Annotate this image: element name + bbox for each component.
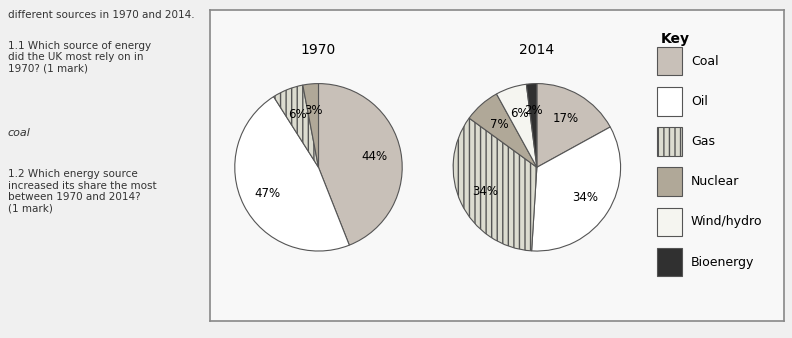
Text: 6%: 6% — [510, 107, 528, 120]
Text: Oil: Oil — [691, 95, 707, 108]
Text: 44%: 44% — [361, 150, 387, 163]
Text: Bioenergy: Bioenergy — [691, 256, 754, 269]
Text: 47%: 47% — [255, 187, 281, 200]
Text: Coal: Coal — [691, 54, 718, 68]
Text: Wind/hydro: Wind/hydro — [691, 215, 762, 228]
Bar — [657, 47, 682, 75]
Text: 6%: 6% — [288, 108, 307, 121]
Title: 1970: 1970 — [301, 43, 336, 57]
Bar — [657, 87, 682, 116]
Text: Key: Key — [661, 32, 690, 46]
Bar — [657, 248, 682, 276]
Text: 34%: 34% — [572, 191, 598, 204]
Wedge shape — [527, 83, 537, 167]
Text: 1.1 Which source of energy
did the UK most rely on in
1970? (1 mark): 1.1 Which source of energy did the UK mo… — [8, 41, 151, 74]
Text: Gas: Gas — [691, 135, 714, 148]
Text: 34%: 34% — [472, 185, 498, 198]
Wedge shape — [469, 94, 537, 167]
Text: Nuclear: Nuclear — [691, 175, 739, 188]
Bar — [657, 167, 682, 196]
Text: 3%: 3% — [304, 104, 322, 117]
Text: 17%: 17% — [553, 112, 579, 125]
Bar — [657, 208, 682, 236]
Wedge shape — [303, 83, 318, 167]
Title: 2014: 2014 — [520, 43, 554, 57]
Wedge shape — [453, 118, 537, 251]
Text: different sources in 1970 and 2014.: different sources in 1970 and 2014. — [8, 10, 195, 20]
Wedge shape — [537, 83, 610, 167]
Wedge shape — [497, 84, 537, 167]
Wedge shape — [531, 127, 621, 251]
Bar — [657, 127, 682, 156]
Wedge shape — [273, 85, 318, 167]
Text: 7%: 7% — [490, 118, 508, 131]
Text: coal: coal — [8, 128, 31, 139]
Text: 1.2 Which energy source
increased its share the most
between 1970 and 2014?
(1 m: 1.2 Which energy source increased its sh… — [8, 169, 157, 214]
Wedge shape — [234, 97, 349, 251]
Text: 2%: 2% — [524, 104, 543, 117]
Wedge shape — [318, 83, 402, 245]
